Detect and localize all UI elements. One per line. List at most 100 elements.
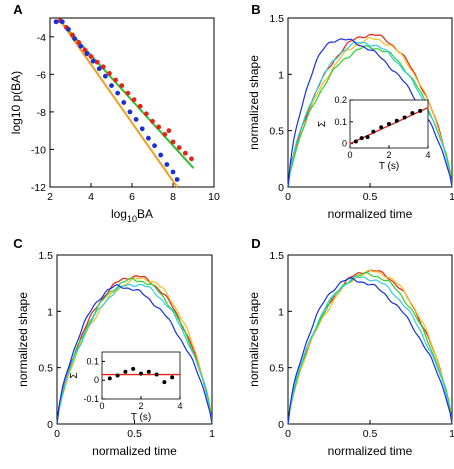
data-point	[115, 90, 121, 96]
x-tick-label: 8	[170, 191, 176, 203]
y-tick-label: 1.5	[269, 13, 284, 25]
data-point	[88, 54, 94, 59]
x-axis-label: normalized time	[328, 207, 413, 221]
data-point	[72, 36, 77, 42]
inset-x-tick-label: 0	[99, 401, 104, 411]
data-point	[143, 111, 149, 117]
data-point	[133, 117, 139, 122]
inset-x-tick-label: 2	[138, 401, 143, 411]
panel-label: C	[13, 236, 23, 251]
data-point	[137, 103, 143, 109]
data-point	[78, 43, 84, 49]
inset-y-tick-label: 0.1	[86, 356, 99, 366]
inset-data-point	[379, 125, 384, 130]
inset-y-axis-label: Σ	[317, 121, 328, 127]
data-point	[152, 143, 157, 149]
x-axis-label-base: log	[111, 207, 127, 221]
inset-data-point	[170, 375, 175, 380]
x-tick-label: 10	[208, 191, 220, 203]
y-tick-label: -8	[37, 107, 46, 119]
series-line	[56, 277, 213, 425]
inset-x-tick-label: 0	[347, 150, 352, 160]
inset-data-point	[359, 136, 364, 141]
inset-data-point	[146, 369, 151, 374]
data-point	[76, 40, 82, 45]
x-axis-label-sub: 10	[127, 214, 137, 224]
y-tick-label: 1	[47, 306, 53, 318]
y-tick-label: 1.5	[269, 250, 284, 262]
series-line	[287, 271, 453, 425]
data-point	[84, 51, 90, 57]
inset-data-point	[394, 118, 399, 123]
x-tick-label: 1	[449, 428, 454, 440]
inset-x-tick-label: 2	[386, 150, 391, 160]
inset-data-point	[123, 369, 128, 374]
y-axis-label: normalized shape	[247, 292, 261, 387]
inset-B: 0 2 4 0 0.1 0.2 T (s) Σ	[317, 95, 431, 172]
y-tick-label: -6	[37, 69, 46, 81]
panel-label: B	[251, 2, 260, 17]
inset-y-axis-label: Σ	[69, 372, 80, 378]
panel-label: A	[13, 2, 23, 17]
inset-x-axis-label: T (s)	[379, 161, 399, 172]
series-line	[287, 269, 453, 425]
inset-data-point	[371, 129, 376, 134]
data-point	[113, 77, 118, 83]
x-axis-label-rest: BA	[137, 207, 153, 221]
plot-frame	[49, 17, 215, 188]
y-tick-label: 0	[278, 182, 284, 194]
data-point	[109, 83, 114, 88]
inset-y-tick-label: 0	[94, 375, 99, 385]
y-axis-label: normalized shape	[16, 292, 30, 387]
data-point	[94, 59, 100, 65]
data-point	[107, 70, 112, 76]
data-point	[182, 150, 188, 156]
y-tick-label: -10	[31, 144, 46, 156]
panel-label: D	[251, 236, 260, 251]
data-point	[70, 32, 75, 38]
y-tick-label: 1	[278, 69, 284, 81]
y-tick-label: 0	[278, 419, 284, 431]
x-tick-label: 2	[47, 191, 53, 203]
data-point	[166, 128, 172, 134]
data-point	[66, 26, 71, 32]
x-tick-label: 0.5	[127, 428, 142, 440]
data-point	[53, 19, 59, 25]
x-tick-label: 4	[88, 191, 94, 203]
y-axis-label: log10 p(BA)	[9, 71, 23, 134]
data-point	[156, 124, 162, 130]
y-tick-label: 1	[278, 306, 284, 318]
x-tick-label: 1	[449, 191, 454, 203]
data-point	[102, 73, 108, 79]
data-point	[59, 19, 65, 25]
data-point	[170, 169, 176, 175]
data-point	[100, 64, 106, 70]
data-point	[164, 162, 170, 167]
inset-data-point	[131, 366, 136, 371]
inset-data-point	[115, 373, 120, 378]
data-point	[131, 97, 137, 103]
series-line	[56, 277, 213, 425]
data-point	[96, 66, 102, 72]
inset-y-tick-label: 0	[342, 139, 347, 149]
data-point	[158, 152, 164, 158]
series-line	[287, 277, 453, 425]
panel-C: C 0 0.5 1 0 0.5 1 1.5 normalized time normalized …	[13, 236, 215, 458]
data-point	[150, 118, 155, 124]
y-tick-label: -4	[37, 32, 46, 44]
inset-data-point	[353, 139, 358, 144]
data-point	[189, 156, 194, 162]
inset-x-tick-label: 4	[177, 401, 182, 411]
inset-data-point	[107, 376, 112, 381]
x-tick-label: 1	[209, 428, 215, 440]
x-tick-label: 0.5	[363, 191, 378, 203]
inset-x-tick-label: 4	[425, 150, 430, 160]
x-tick-label: 6	[129, 191, 135, 203]
data-point	[174, 177, 180, 182]
inset-data-point	[387, 122, 391, 126]
y-axis-label: normalized shape	[247, 55, 261, 150]
x-axis-label: normalized time	[92, 444, 177, 458]
series-line	[56, 284, 213, 425]
y-tick-label: 0.5	[269, 126, 284, 138]
